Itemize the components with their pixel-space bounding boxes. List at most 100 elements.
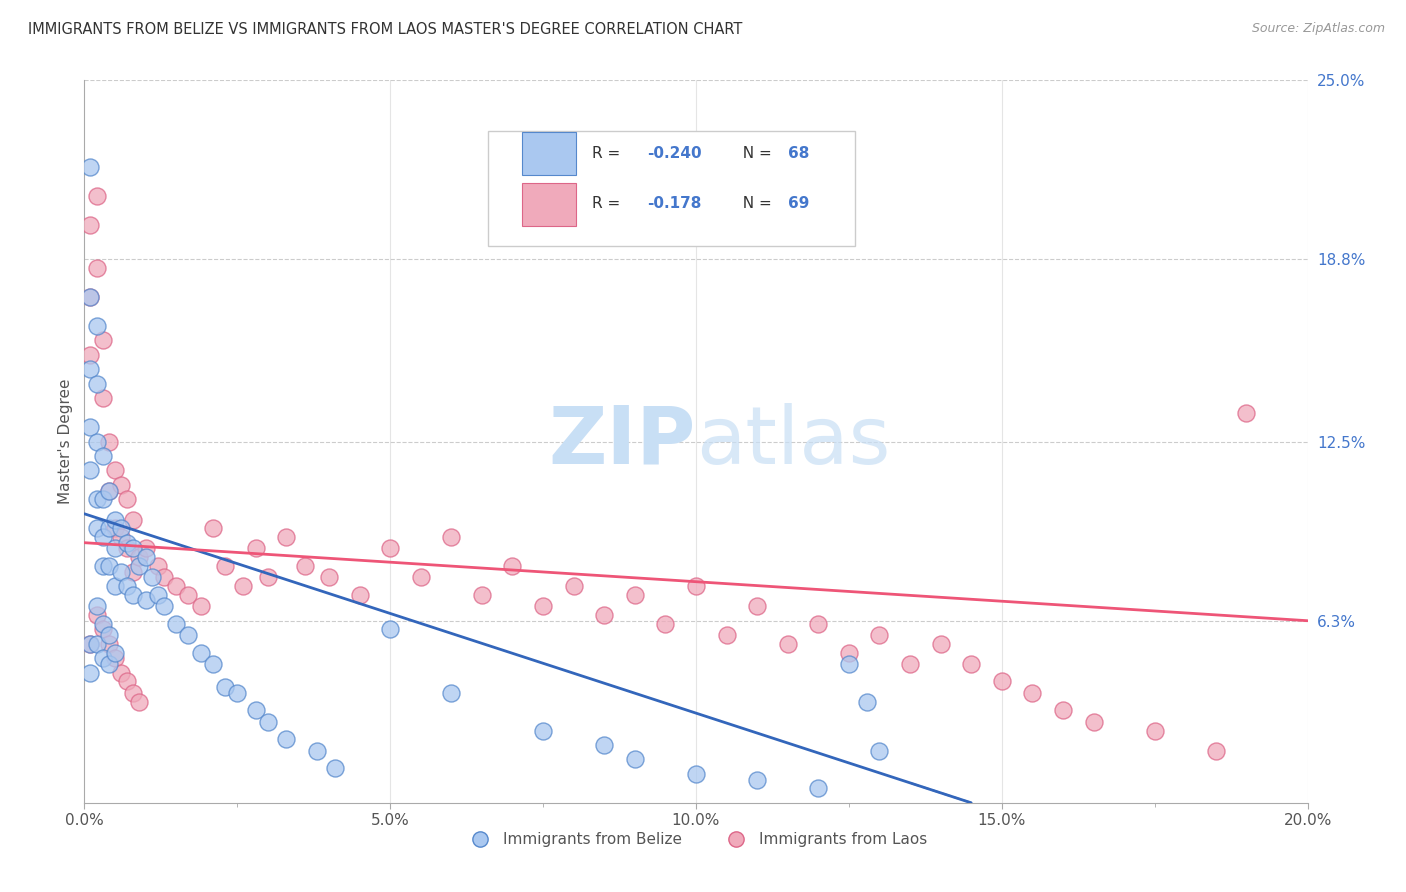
Point xyxy=(838,646,860,660)
Point xyxy=(685,767,707,781)
Point xyxy=(97,558,120,573)
Point xyxy=(110,530,132,544)
Text: Source: ZipAtlas.com: Source: ZipAtlas.com xyxy=(1251,22,1385,36)
Point xyxy=(869,744,891,758)
Text: N =: N = xyxy=(733,196,776,211)
Point xyxy=(86,318,108,333)
Text: N =: N = xyxy=(733,146,776,161)
Point xyxy=(115,674,138,689)
Point xyxy=(79,637,101,651)
Point xyxy=(898,657,921,671)
Point xyxy=(79,463,101,477)
Point xyxy=(104,646,127,660)
Point xyxy=(86,637,108,651)
Point xyxy=(91,558,114,573)
Point xyxy=(97,637,120,651)
Text: 69: 69 xyxy=(787,196,808,211)
Point xyxy=(91,616,114,631)
Point xyxy=(122,588,145,602)
FancyBboxPatch shape xyxy=(488,131,855,246)
Point xyxy=(79,290,101,304)
Point xyxy=(276,530,298,544)
Point xyxy=(146,588,169,602)
Point xyxy=(380,623,402,637)
Point xyxy=(654,616,676,631)
Point xyxy=(97,434,120,449)
Point xyxy=(104,521,127,535)
Point xyxy=(104,512,127,526)
Point xyxy=(380,541,402,556)
Point xyxy=(79,290,101,304)
Point xyxy=(214,558,236,573)
Text: IMMIGRANTS FROM BELIZE VS IMMIGRANTS FROM LAOS MASTER'S DEGREE CORRELATION CHART: IMMIGRANTS FROM BELIZE VS IMMIGRANTS FRO… xyxy=(28,22,742,37)
Point xyxy=(97,521,120,535)
Point xyxy=(91,651,114,665)
Point xyxy=(135,550,157,565)
Point xyxy=(135,593,157,607)
Point xyxy=(190,646,212,660)
Point xyxy=(1021,686,1043,700)
Point xyxy=(257,570,280,584)
Point xyxy=(91,391,114,405)
Point xyxy=(323,761,346,775)
Point xyxy=(531,723,554,738)
Text: R =: R = xyxy=(592,196,630,211)
Point xyxy=(79,218,101,232)
Text: ZIP: ZIP xyxy=(548,402,696,481)
Text: R =: R = xyxy=(592,146,626,161)
Point xyxy=(97,657,120,671)
Point xyxy=(122,686,145,700)
Point xyxy=(115,541,138,556)
Point xyxy=(104,651,127,665)
Point xyxy=(91,492,114,507)
Point xyxy=(502,558,524,573)
Text: atlas: atlas xyxy=(696,402,890,481)
Point xyxy=(685,579,707,593)
Point xyxy=(86,261,108,276)
Point xyxy=(201,521,224,535)
Text: -0.178: -0.178 xyxy=(647,196,702,211)
Point xyxy=(177,588,200,602)
Point xyxy=(807,781,830,796)
Point xyxy=(294,558,316,573)
Point xyxy=(115,535,138,549)
Point xyxy=(97,483,120,498)
Point xyxy=(232,579,254,593)
Point xyxy=(86,434,108,449)
Point xyxy=(276,732,298,747)
Point xyxy=(128,550,150,565)
Point xyxy=(409,570,432,584)
Point xyxy=(991,674,1014,689)
Point xyxy=(593,738,616,752)
Point xyxy=(146,558,169,573)
Text: -0.240: -0.240 xyxy=(647,146,702,161)
Point xyxy=(122,512,145,526)
Point xyxy=(960,657,983,671)
Point xyxy=(747,599,769,614)
Point xyxy=(110,565,132,579)
Point xyxy=(201,657,224,671)
Point xyxy=(869,628,891,642)
Point xyxy=(440,530,463,544)
Point xyxy=(856,695,879,709)
Point xyxy=(86,521,108,535)
Point xyxy=(104,579,127,593)
Point xyxy=(79,348,101,362)
Point xyxy=(86,189,108,203)
Point xyxy=(177,628,200,642)
Point xyxy=(110,521,132,535)
Point xyxy=(807,616,830,631)
Point xyxy=(86,376,108,391)
Point xyxy=(531,599,554,614)
Point xyxy=(79,420,101,434)
Y-axis label: Master's Degree: Master's Degree xyxy=(58,379,73,504)
Legend: Immigrants from Belize, Immigrants from Laos: Immigrants from Belize, Immigrants from … xyxy=(458,826,934,853)
Point xyxy=(153,570,176,584)
Point xyxy=(135,541,157,556)
Point xyxy=(97,628,120,642)
Point xyxy=(91,449,114,463)
Point xyxy=(79,665,101,680)
Point xyxy=(122,541,145,556)
Point xyxy=(141,570,163,584)
Point xyxy=(245,703,267,717)
